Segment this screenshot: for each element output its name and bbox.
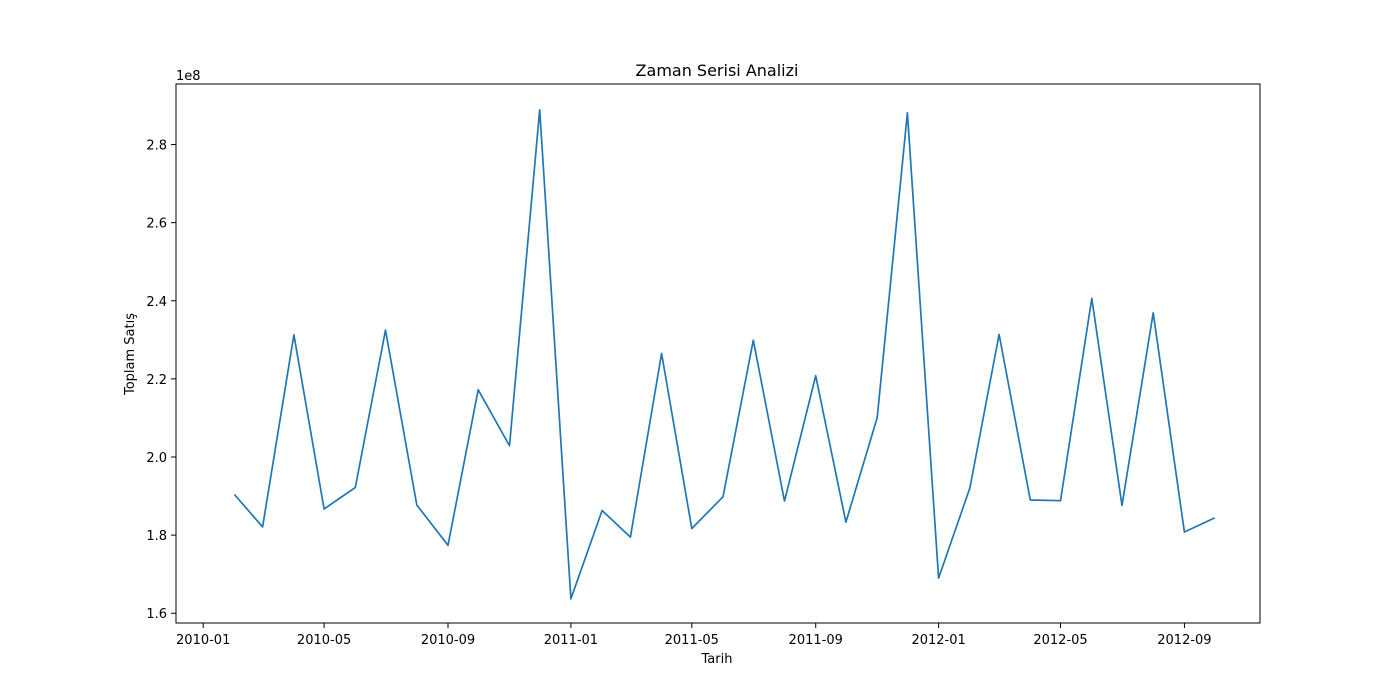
x-tick-label: 2010-01: [176, 633, 230, 648]
x-axis-label: Tarih: [701, 652, 733, 667]
chart-title: Zaman Serisi Analizi: [636, 61, 799, 80]
y-tick-label: 2.2: [146, 373, 167, 388]
y-tick-label: 2.6: [146, 217, 167, 232]
y-axis-label: Toplam Satış: [123, 313, 138, 396]
y-tick-label: 2.8: [146, 139, 167, 154]
plot-area: [175, 83, 1261, 624]
y-tick-label: 1.6: [146, 607, 167, 622]
x-tick-label: 2010-09: [421, 633, 475, 648]
y-tick-label: 2.0: [146, 451, 167, 466]
x-tick-label: 2012-05: [1033, 633, 1087, 648]
plot-frame: [175, 83, 1261, 624]
y-tick-label: 2.4: [146, 295, 167, 310]
x-tick-label: 2012-01: [911, 633, 965, 648]
x-tick-label: 2011-05: [665, 633, 719, 648]
series-line: [233, 108, 1216, 600]
y-tick-label: 1.8: [146, 529, 167, 544]
x-tick-label: 2011-01: [544, 633, 598, 648]
x-tick-label: 2012-09: [1157, 633, 1211, 648]
y-axis-ticks: 1.6 1.8 2.0 2.2 2.4 2.6 2.8: [146, 139, 176, 622]
x-axis-ticks: 2010-01 2010-05 2010-09 2011-01 2011-05 2011-…: [176, 623, 1212, 648]
x-tick-label: 2011-09: [789, 633, 843, 648]
x-tick-label: 2010-05: [297, 633, 351, 648]
y-axis-multiplier: 1e8: [176, 69, 201, 84]
